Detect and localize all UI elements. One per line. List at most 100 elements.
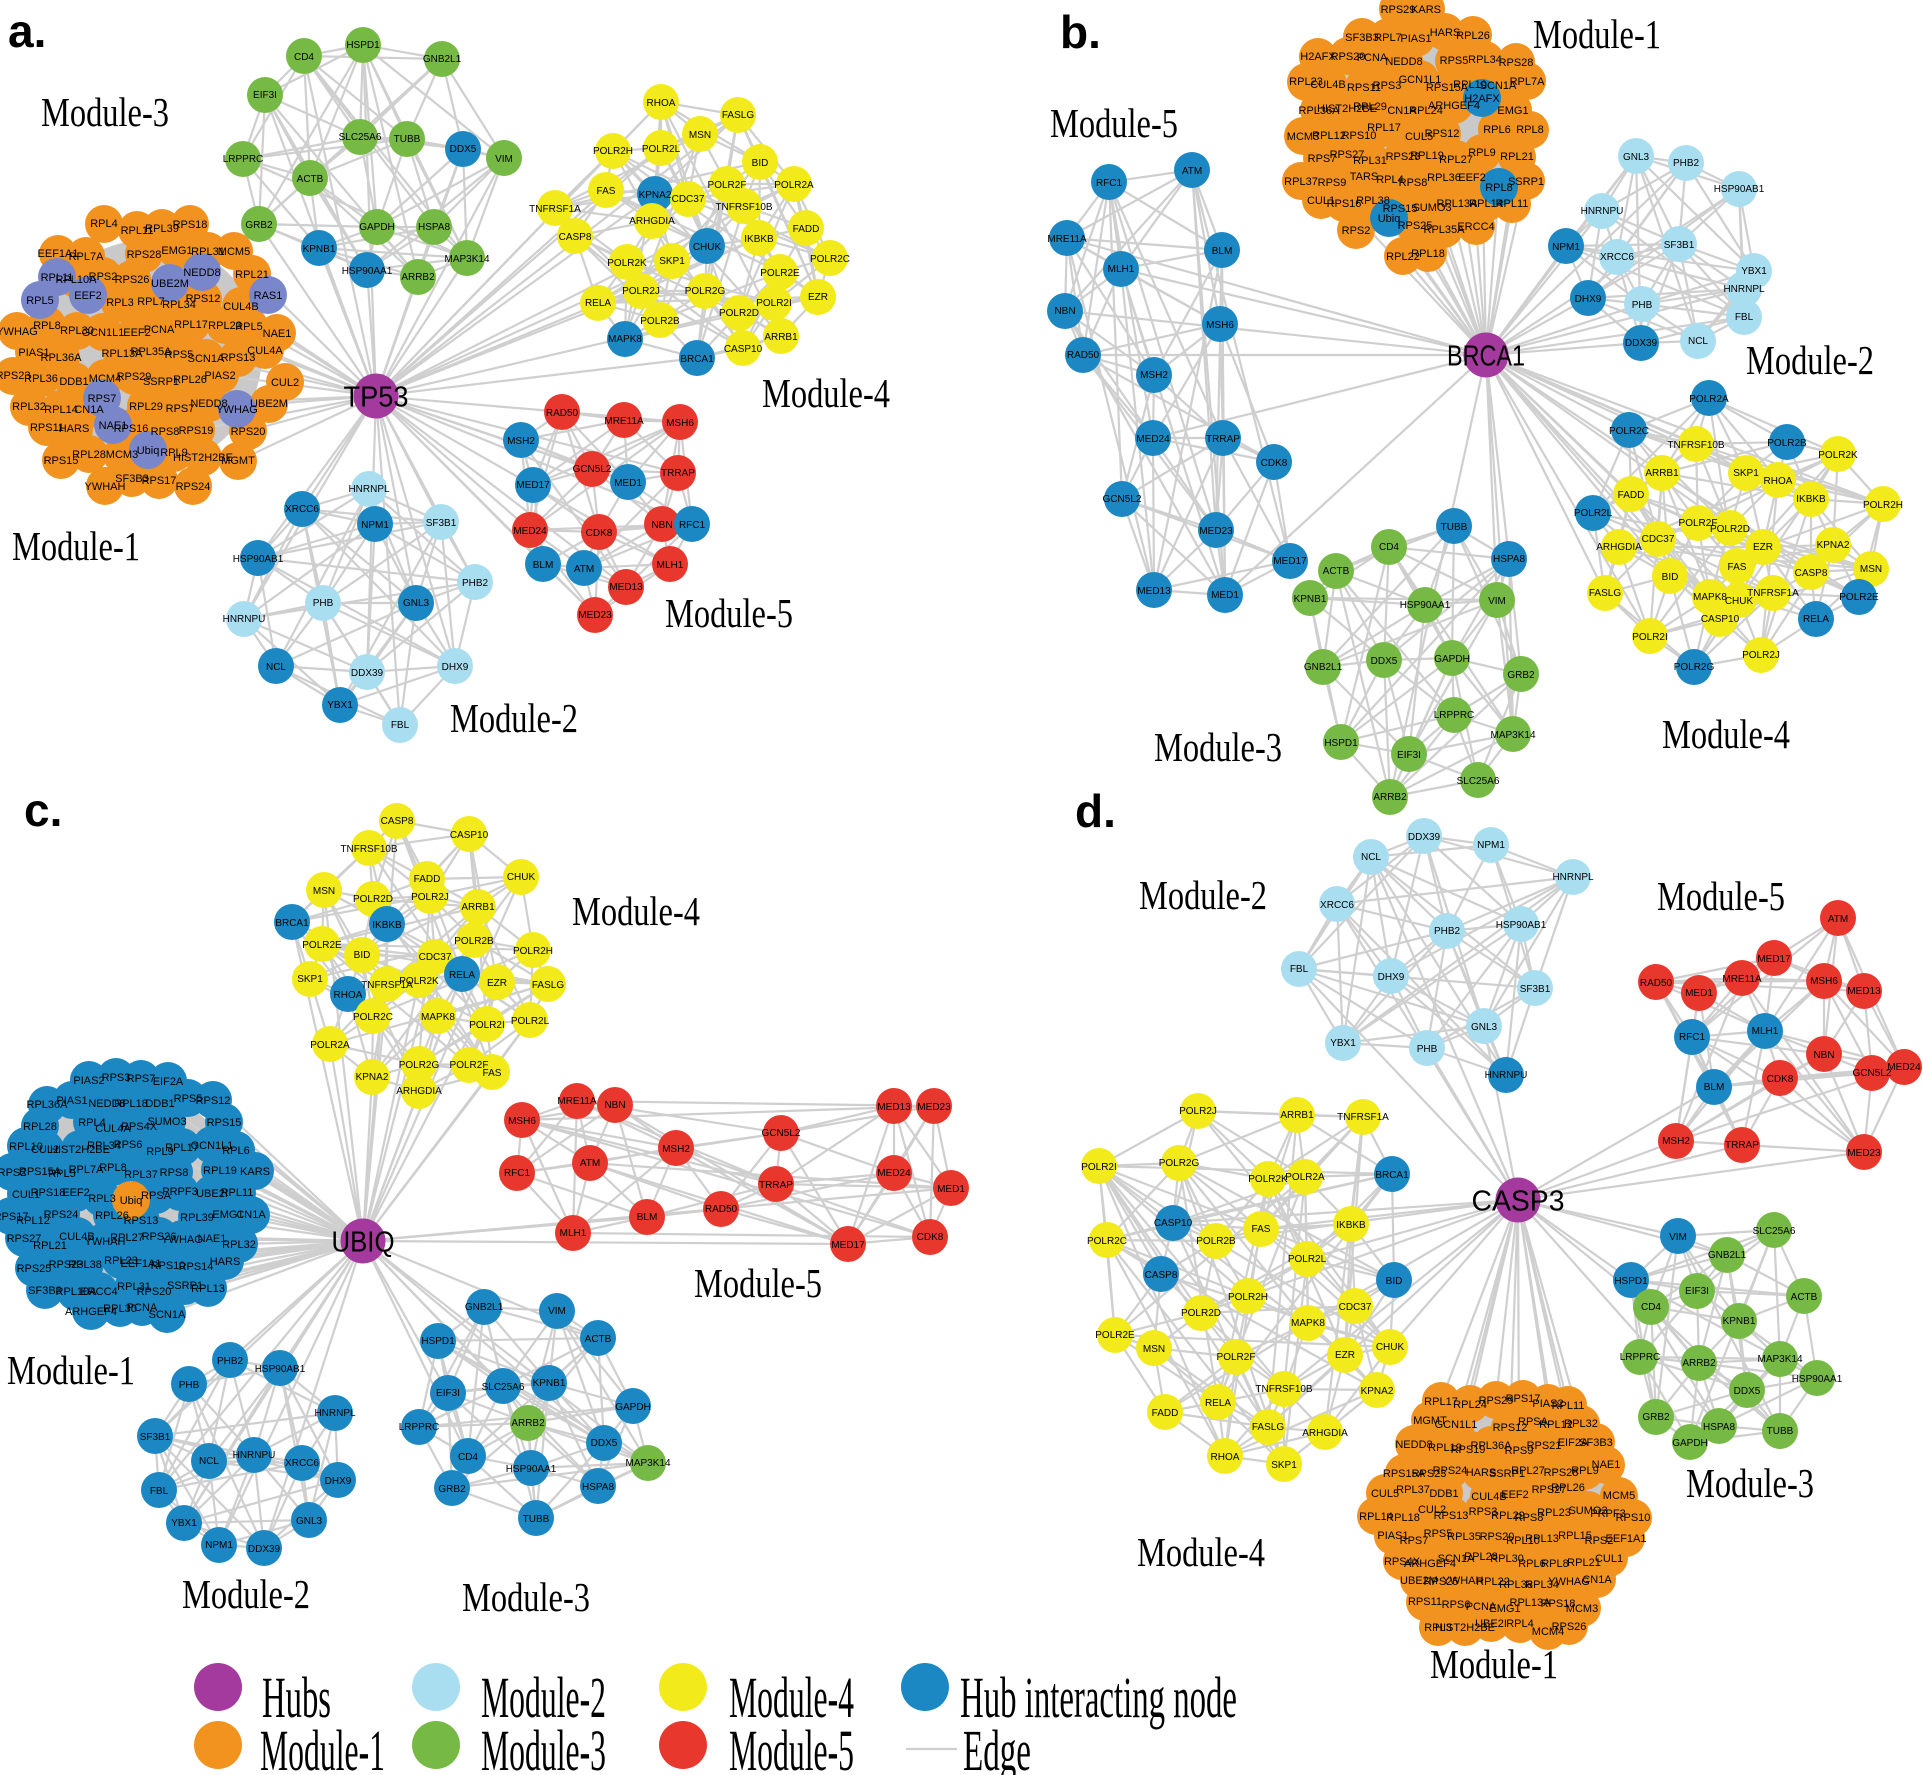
svg-text:RAD50: RAD50 <box>1640 978 1673 989</box>
svg-text:RPS12: RPS12 <box>1493 1422 1528 1434</box>
svg-text:RPL11: RPL11 <box>121 225 154 237</box>
svg-text:CUL5: CUL5 <box>1371 1488 1399 1500</box>
svg-text:RPL11: RPL11 <box>1496 198 1529 210</box>
svg-text:CASP10: CASP10 <box>1701 614 1740 625</box>
svg-text:EIF3I: EIF3I <box>1685 1286 1709 1297</box>
svg-text:VIM: VIM <box>1488 596 1506 607</box>
svg-text:TP53: TP53 <box>344 382 409 414</box>
svg-text:DDX39: DDX39 <box>1625 338 1658 349</box>
svg-text:TARS: TARS <box>1350 171 1379 183</box>
svg-text:CUL2: CUL2 <box>31 1144 59 1156</box>
svg-text:RPS3: RPS3 <box>102 1072 131 1084</box>
svg-text:HSP90AB1: HSP90AB1 <box>255 1364 306 1375</box>
svg-text:RPL3: RPL3 <box>1424 1622 1452 1634</box>
svg-text:LRPPRC: LRPPRC <box>1434 710 1475 721</box>
svg-text:RPS18: RPS18 <box>173 219 208 231</box>
svg-text:DHX9: DHX9 <box>442 662 469 673</box>
svg-text:CUL4B: CUL4B <box>1471 1491 1506 1503</box>
svg-text:NEDD8: NEDD8 <box>1395 1439 1432 1451</box>
svg-text:RPL29: RPL29 <box>1491 1510 1525 1522</box>
svg-text:NPM1: NPM1 <box>361 520 389 531</box>
svg-text:RHOA: RHOA <box>647 98 676 109</box>
svg-text:RPL12: RPL12 <box>1539 1419 1573 1431</box>
svg-text:RPL13: RPL13 <box>191 1283 225 1295</box>
svg-text:RPL29: RPL29 <box>129 401 163 413</box>
svg-text:NCL: NCL <box>266 662 286 673</box>
svg-text:SCN1A: SCN1A <box>1480 80 1517 92</box>
svg-text:MED24: MED24 <box>1136 434 1170 445</box>
svg-text:CUL1: CUL1 <box>1595 1553 1623 1565</box>
svg-text:ARHGDIA: ARHGDIA <box>1596 542 1642 553</box>
svg-text:RPL28: RPL28 <box>72 449 106 461</box>
svg-text:HARS: HARS <box>1466 1467 1497 1479</box>
svg-text:RPS2: RPS2 <box>0 1167 26 1179</box>
svg-text:TUBB: TUBB <box>1767 1426 1794 1437</box>
svg-text:RPS4X: RPS4X <box>1384 1556 1421 1568</box>
svg-text:EEF1A1: EEF1A1 <box>38 248 79 260</box>
svg-text:RPL13A: RPL13A <box>102 348 144 360</box>
svg-text:MED13: MED13 <box>1137 586 1171 597</box>
svg-text:NAE1: NAE1 <box>1592 1459 1621 1471</box>
svg-text:Edge: Edge <box>963 1718 1031 1775</box>
svg-text:RPL14: RPL14 <box>1469 198 1503 210</box>
svg-text:GCN5L2: GCN5L2 <box>573 464 612 475</box>
svg-text:HSP90AA1: HSP90AA1 <box>1400 600 1451 611</box>
svg-text:NCL: NCL <box>199 1456 219 1467</box>
svg-text:CUL2: CUL2 <box>271 377 299 389</box>
svg-text:RPL31: RPL31 <box>191 246 225 258</box>
svg-text:SF3B3: SF3B3 <box>1579 1437 1613 1449</box>
svg-text:CASP8: CASP8 <box>1795 568 1828 579</box>
svg-text:RPL11: RPL11 <box>41 272 74 284</box>
svg-text:RPL23: RPL23 <box>1289 76 1323 88</box>
svg-text:ARRB1: ARRB1 <box>764 332 798 343</box>
svg-text:POLR2A: POLR2A <box>1689 394 1729 405</box>
svg-text:KPNA2: KPNA2 <box>1817 540 1850 551</box>
svg-text:GNL3: GNL3 <box>1623 152 1650 163</box>
svg-text:MED1: MED1 <box>937 1184 965 1195</box>
svg-text:RPL26: RPL26 <box>95 1210 129 1222</box>
svg-text:HIST2H2BE: HIST2H2BE <box>50 1144 110 1156</box>
svg-text:RPS8: RPS8 <box>160 1167 189 1179</box>
svg-text:RPL7A: RPL7A <box>1510 76 1546 88</box>
svg-text:POLR2I: POLR2I <box>1081 1162 1117 1173</box>
svg-text:RHOA: RHOA <box>1764 476 1793 487</box>
svg-text:RPS29: RPS29 <box>1381 4 1416 16</box>
svg-text:CUL1: CUL1 <box>12 1189 40 1201</box>
svg-text:EEF2: EEF2 <box>123 327 151 339</box>
svg-text:CUL4B: CUL4B <box>223 301 258 313</box>
svg-text:MSN: MSN <box>1860 564 1882 575</box>
svg-text:SSRP1: SSRP1 <box>143 376 179 388</box>
svg-text:EEF2: EEF2 <box>1501 1489 1529 1501</box>
svg-text:RPSA: RPSA <box>1518 1416 1549 1428</box>
svg-text:RELA: RELA <box>1803 614 1829 625</box>
svg-text:RPS5: RPS5 <box>165 349 194 361</box>
svg-text:GNL3: GNL3 <box>403 598 430 609</box>
svg-text:RPS2: RPS2 <box>1585 1535 1614 1547</box>
svg-text:POLR2D: POLR2D <box>353 894 393 905</box>
svg-text:PIAS2: PIAS2 <box>1532 1398 1563 1410</box>
svg-text:RPL36A: RPL36A <box>27 1099 69 1111</box>
svg-text:RPL19: RPL19 <box>203 1165 237 1177</box>
svg-text:RPS7: RPS7 <box>88 393 117 405</box>
svg-text:FAS: FAS <box>1728 562 1747 573</box>
svg-text:b.: b. <box>1060 6 1101 58</box>
svg-text:POLR2J: POLR2J <box>1179 1106 1217 1117</box>
svg-text:RPS6: RPS6 <box>114 1139 143 1151</box>
svg-text:RPL21: RPL21 <box>33 1240 67 1252</box>
svg-text:RPL22: RPL22 <box>1386 251 1420 263</box>
svg-text:Module-1: Module-1 <box>12 523 140 569</box>
svg-text:RFC1: RFC1 <box>1096 178 1123 189</box>
svg-text:MCM3: MCM3 <box>1566 1603 1598 1615</box>
svg-text:PHB: PHB <box>313 598 334 609</box>
svg-text:RPL3: RPL3 <box>106 297 134 309</box>
svg-text:MAPK8: MAPK8 <box>1291 1318 1325 1329</box>
svg-text:CDK8: CDK8 <box>1767 1074 1794 1085</box>
svg-text:DHX9: DHX9 <box>1378 972 1405 983</box>
svg-text:RFC1: RFC1 <box>504 1168 531 1179</box>
svg-text:EEF2: EEF2 <box>62 1187 90 1199</box>
svg-text:PHB: PHB <box>179 1380 200 1391</box>
svg-text:YWHAH: YWHAH <box>85 481 126 493</box>
svg-text:Module-2: Module-2 <box>450 695 578 741</box>
svg-text:SKP1: SKP1 <box>659 256 685 267</box>
svg-text:RPS11: RPS11 <box>30 422 64 434</box>
